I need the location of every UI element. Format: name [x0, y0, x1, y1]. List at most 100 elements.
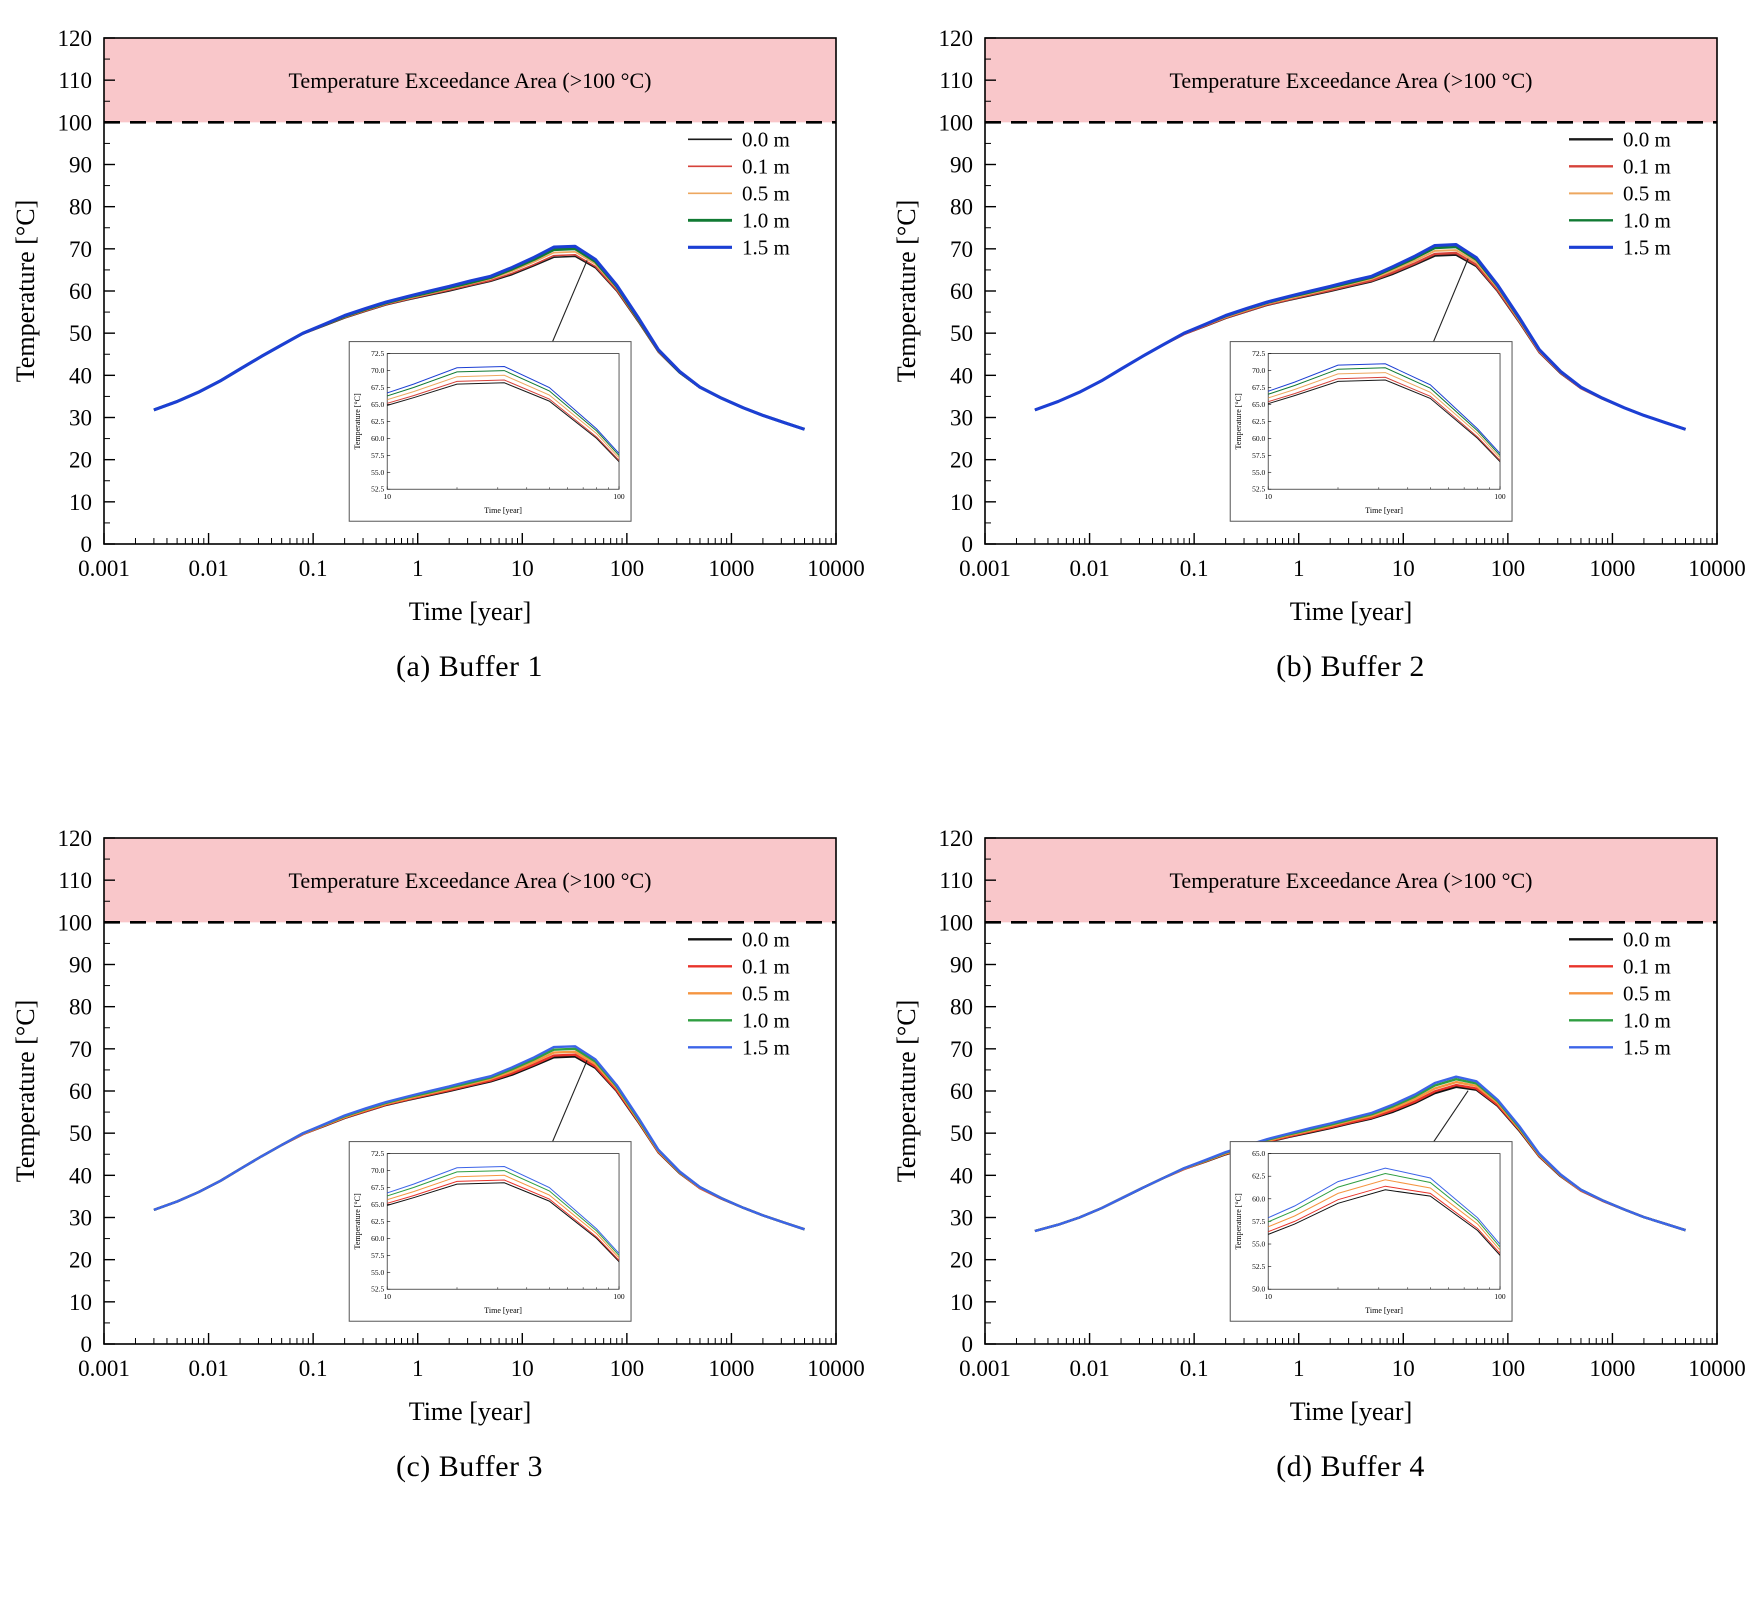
x-tick-label: 10 — [1391, 556, 1414, 581]
y-tick-label: 20 — [69, 448, 92, 473]
inset-y-tick-label: 62.5 — [371, 1217, 384, 1226]
y-tick-label: 90 — [950, 953, 973, 978]
inset-chart: 52.5 55.0 57.5 60.0 62.5 65.0 67.5 70.0 72.5 10 10… — [348, 1141, 632, 1322]
callout-line — [1432, 258, 1469, 343]
inset-y-tick-label: 70.0 — [1252, 366, 1265, 375]
x-tick-label: 0.1 — [298, 1356, 327, 1381]
inset-series — [1267, 1167, 1500, 1257]
y-tick-label: 70 — [950, 1037, 973, 1062]
y-tick-label: 10 — [69, 490, 92, 515]
inset-x-tick-label: 100 — [1494, 492, 1506, 501]
legend: 0.0 m 0.1 m 0.5 m 1.0 m 1.5 m — [687, 127, 790, 259]
y-tick-label: 50 — [950, 321, 973, 346]
series-lines — [1034, 1075, 1686, 1233]
inset-y-tick-label: 70.0 — [371, 1166, 384, 1175]
exceedance-band: Temperature Exceedance Area (>100 °C) — [103, 838, 836, 923]
inset-x-axis-label: Time [year] — [484, 506, 522, 515]
series-lines — [1033, 243, 1686, 431]
y-tick-label: 120 — [57, 826, 92, 851]
y-tick-label: 60 — [950, 279, 973, 304]
inset-x-tick-label: 10 — [383, 492, 391, 501]
inset-y-tick-label: 60.0 — [371, 1234, 384, 1243]
x-tick-label: 10 — [510, 1356, 533, 1381]
y-tick-label: 100 — [938, 910, 973, 935]
y-axis-label: Temperature [°C] — [892, 1000, 921, 1183]
x-tick-label: 1 — [411, 556, 423, 581]
legend-label: 1.5 m — [742, 1035, 790, 1059]
inset-y-tick-label: 57.5 — [1252, 451, 1265, 460]
x-tick-label: 0.1 — [1179, 556, 1208, 581]
exceedance-label: Temperature Exceedance Area (>100 °C) — [1169, 68, 1532, 93]
legend-label: 0.5 m — [1623, 181, 1671, 205]
inset-y-axis-label: Temperature [°C] — [353, 393, 362, 450]
inset-series — [1267, 363, 1500, 463]
x-axis-label: Time [year] — [1289, 1397, 1412, 1426]
chart-buffer-1: Temperature Exceedance Area (>100 °C)010… — [11, 26, 865, 626]
inset-y-tick-label: 70.0 — [371, 366, 384, 375]
y-tick-label: 30 — [69, 1206, 92, 1231]
inset-y-tick-label: 60.0 — [1252, 1194, 1265, 1203]
inset-x-axis-label: Time [year] — [1365, 1306, 1403, 1315]
inset-y-tick-label: 57.5 — [371, 451, 384, 460]
y-tick-label: 90 — [950, 153, 973, 178]
legend-label: 1.5 m — [1623, 1035, 1671, 1059]
x-tick-label: 0.001 — [959, 556, 1011, 581]
y-tick-label: 0 — [961, 532, 973, 557]
panel-buffer-1: Temperature Exceedance Area (>100 °C) 0 10… — [11, 16, 865, 784]
x-tick-label: 0.001 — [959, 1356, 1011, 1381]
legend-label: 1.0 m — [1623, 1008, 1671, 1032]
y-tick-label: 70 — [69, 237, 92, 262]
exceedance-band: Temperature Exceedance Area (>100 °C) — [984, 38, 1717, 123]
x-tick-label: 10000 — [1688, 1356, 1746, 1381]
legend-label: 1.5 m — [742, 235, 790, 259]
x-tick-label: 1000 — [1589, 556, 1635, 581]
legend-label: 0.0 m — [1623, 127, 1671, 151]
inset-chart: 52.5 55.0 57.5 60.0 62.5 65.0 67.5 70.0 72.5 10 10… — [1229, 341, 1513, 522]
callout-line — [1432, 1090, 1469, 1143]
inset-y-axis-label: Temperature [°C] — [1234, 1193, 1243, 1250]
y-tick-label: 30 — [69, 406, 92, 431]
y-tick-label: 30 — [950, 406, 973, 431]
inset-y-tick-label: 55.0 — [1252, 1240, 1265, 1249]
x-tick-label: 100 — [609, 556, 644, 581]
y-tick-label: 20 — [950, 1248, 973, 1273]
y-tick-label: 80 — [69, 995, 92, 1020]
inset-y-tick-label: 55.0 — [371, 468, 384, 477]
inset-y-tick-label: 50.0 — [1252, 1285, 1265, 1294]
x-tick-label: 1 — [411, 1356, 423, 1381]
y-tick-label: 110 — [58, 868, 92, 893]
legend-label: 0.1 m — [742, 954, 790, 978]
x-tick-label: 10000 — [807, 1356, 865, 1381]
y-axis-label: Temperature [°C] — [892, 200, 921, 383]
callout-line — [551, 1060, 588, 1143]
y-tick-label: 120 — [938, 26, 973, 51]
exceedance-label: Temperature Exceedance Area (>100 °C) — [288, 868, 651, 893]
x-tick-label: 1 — [1292, 556, 1304, 581]
chart-buffer-4: Temperature Exceedance Area (>100 °C) 0 10… — [892, 826, 1746, 1426]
inset-series — [386, 1165, 619, 1263]
y-tick-label: 90 — [69, 153, 92, 178]
y-tick-label: 40 — [950, 363, 973, 388]
x-tick-label: 0.01 — [1069, 556, 1109, 581]
x-tick-label: 10 — [1391, 1356, 1414, 1381]
y-tick-label: 40 — [950, 1163, 973, 1188]
x-tick-label: 10000 — [1688, 556, 1746, 581]
inset-y-tick-label: 72.5 — [371, 349, 384, 358]
x-tick-label: 0.01 — [188, 1356, 228, 1381]
legend-label: 1.0 m — [742, 208, 790, 232]
inset-y-tick-label: 62.5 — [1252, 1172, 1265, 1181]
y-tick-label: 110 — [939, 68, 973, 93]
y-tick-label: 100 — [57, 110, 92, 135]
y-tick-label: 10 — [69, 1290, 92, 1315]
panel-caption-d: (d) Buffer 4 — [1276, 1450, 1425, 1483]
y-tick-label: 0 — [80, 532, 92, 557]
x-tick-label: 100 — [1490, 556, 1525, 581]
x-tick-label: 10000 — [807, 556, 865, 581]
y-tick-label: 40 — [69, 1163, 92, 1188]
exceedance-label: Temperature Exceedance Area (>100 °C) — [1169, 868, 1532, 893]
y-tick-label: 0 — [961, 1332, 973, 1357]
y-tick-label: 90 — [69, 953, 92, 978]
